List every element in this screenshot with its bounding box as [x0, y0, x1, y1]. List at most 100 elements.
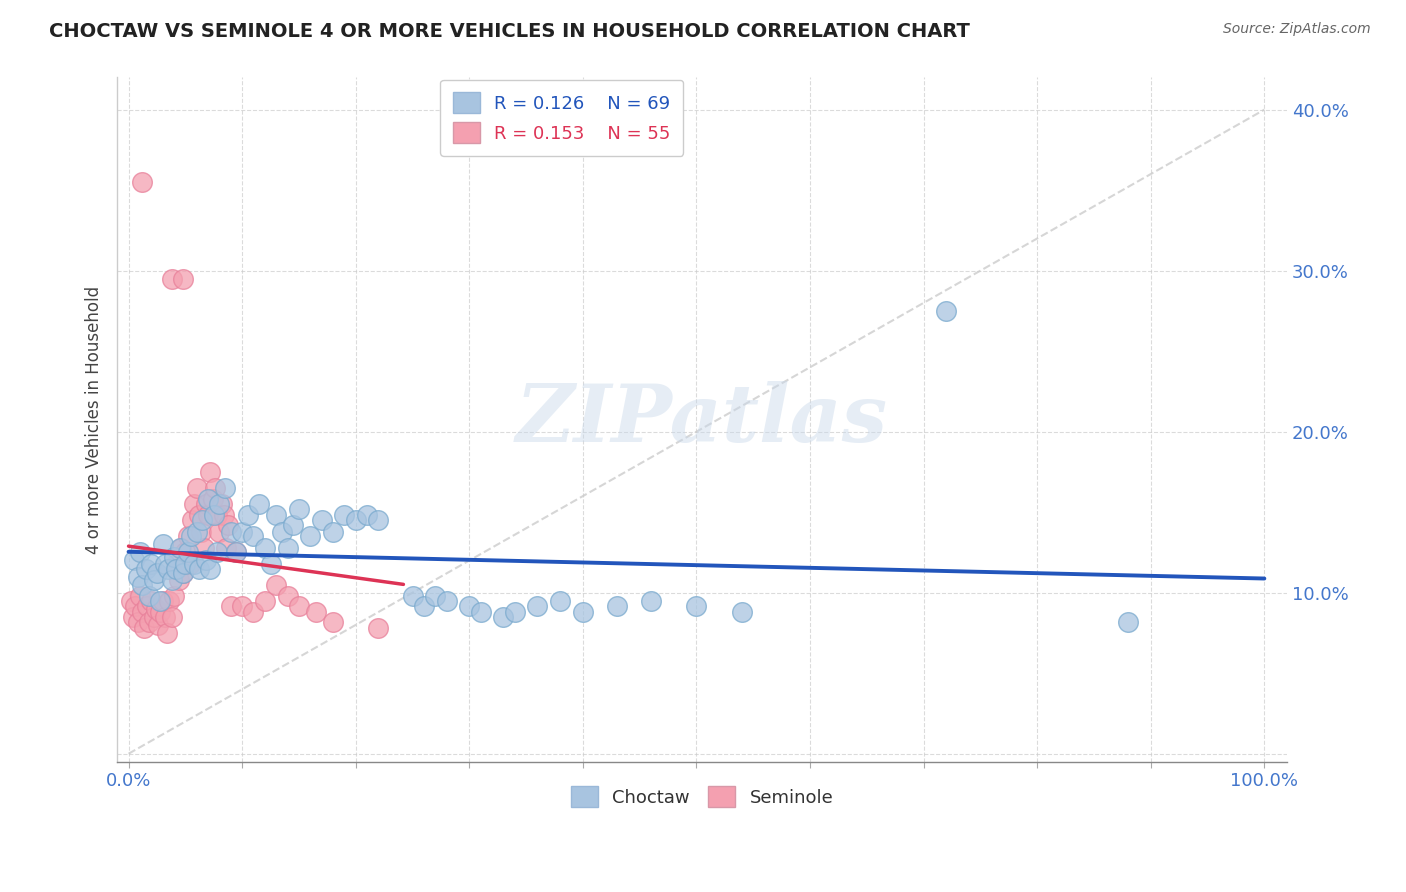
Point [242, 529, 264, 543]
Point [253, 593, 276, 607]
Point [153, 610, 176, 624]
Point [288, 599, 311, 613]
Point [200, 561, 222, 575]
Point [172, 271, 194, 285]
Point [492, 610, 515, 624]
Point [141, 557, 163, 571]
Point [200, 465, 222, 479]
Point [163, 550, 186, 565]
Point [145, 602, 167, 616]
Point [225, 545, 247, 559]
Point [160, 271, 183, 285]
Point [412, 599, 434, 613]
Point [165, 561, 187, 575]
Point [194, 497, 217, 511]
Point [219, 524, 242, 539]
Point [172, 566, 194, 581]
Point [131, 577, 153, 591]
Point [935, 304, 957, 318]
Point [247, 497, 270, 511]
Point [270, 524, 292, 539]
Point [191, 513, 214, 527]
Point [179, 557, 201, 571]
Point [322, 615, 344, 629]
Point [526, 599, 548, 613]
Point [367, 513, 389, 527]
Point [204, 481, 226, 495]
Point [606, 599, 628, 613]
Point [231, 599, 253, 613]
Point [142, 610, 165, 624]
Point [122, 610, 145, 624]
Point [458, 599, 481, 613]
Legend: Choctaw, Seminole: Choctaw, Seminole [564, 779, 841, 814]
Point [277, 541, 299, 555]
Point [160, 573, 183, 587]
Point [731, 605, 754, 619]
Point [197, 492, 219, 507]
Point [186, 481, 208, 495]
Point [299, 529, 322, 543]
Point [169, 541, 191, 555]
Point [174, 557, 197, 571]
Point [172, 566, 194, 581]
Point [311, 513, 333, 527]
Point [159, 593, 181, 607]
Point [205, 508, 228, 523]
Point [181, 513, 204, 527]
Point [186, 524, 208, 539]
Point [124, 599, 146, 613]
Point [425, 589, 447, 603]
Point [215, 541, 238, 555]
Point [131, 175, 153, 189]
Point [146, 618, 169, 632]
Point [208, 497, 231, 511]
Point [120, 593, 142, 607]
Point [163, 589, 186, 603]
Point [131, 605, 153, 619]
Point [242, 605, 264, 619]
Point [167, 573, 190, 587]
Point [470, 605, 492, 619]
Point [170, 541, 193, 555]
Point [153, 557, 176, 571]
Point [176, 529, 198, 543]
Point [176, 545, 198, 559]
Point [264, 577, 287, 591]
Point [236, 508, 259, 523]
Point [253, 541, 276, 555]
Point [190, 524, 212, 539]
Point [183, 497, 205, 511]
Point [214, 481, 236, 495]
Point [122, 553, 145, 567]
Point [305, 605, 328, 619]
Point [135, 599, 157, 613]
Point [548, 593, 571, 607]
Point [180, 529, 202, 543]
Point [138, 589, 160, 603]
Point [356, 508, 378, 523]
Point [129, 589, 152, 603]
Point [436, 593, 458, 607]
Point [174, 545, 197, 559]
Point [152, 593, 174, 607]
Point [194, 553, 217, 567]
Point [503, 605, 526, 619]
Point [685, 599, 707, 613]
Point [367, 621, 389, 635]
Point [572, 605, 595, 619]
Point [231, 524, 253, 539]
Point [1116, 615, 1139, 629]
Point [259, 557, 281, 571]
Point [141, 593, 163, 607]
Point [218, 518, 240, 533]
Point [193, 541, 215, 555]
Point [152, 537, 174, 551]
Point [283, 518, 305, 533]
Point [202, 508, 225, 523]
Point [149, 605, 172, 619]
Point [333, 508, 356, 523]
Point [205, 545, 228, 559]
Point [401, 589, 423, 603]
Point [146, 566, 169, 581]
